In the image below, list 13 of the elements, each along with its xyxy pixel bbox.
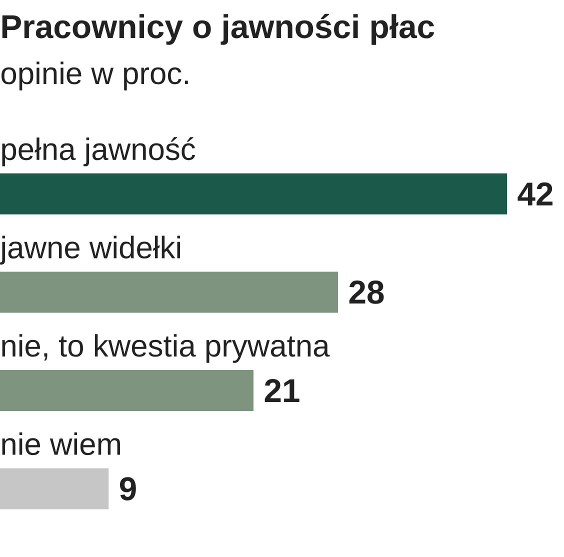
bar bbox=[0, 272, 338, 313]
data-label: 28 bbox=[349, 280, 384, 304]
chart-title: Pracownicy o jawności płac bbox=[2, 14, 434, 45]
data-label: 42 bbox=[518, 182, 552, 206]
y-tick-label: nie, to kwestia prywatna bbox=[2, 334, 330, 363]
bar bbox=[0, 468, 109, 510]
chart-subtitle: opinie w proc. bbox=[1, 62, 188, 90]
y-tick-label: pełna jawność bbox=[2, 137, 196, 166]
bar bbox=[0, 173, 508, 214]
y-tick-label: nie wiem bbox=[2, 432, 120, 456]
data-label: 9 bbox=[120, 477, 136, 500]
bar bbox=[0, 370, 254, 411]
data-label: 21 bbox=[264, 379, 300, 402]
